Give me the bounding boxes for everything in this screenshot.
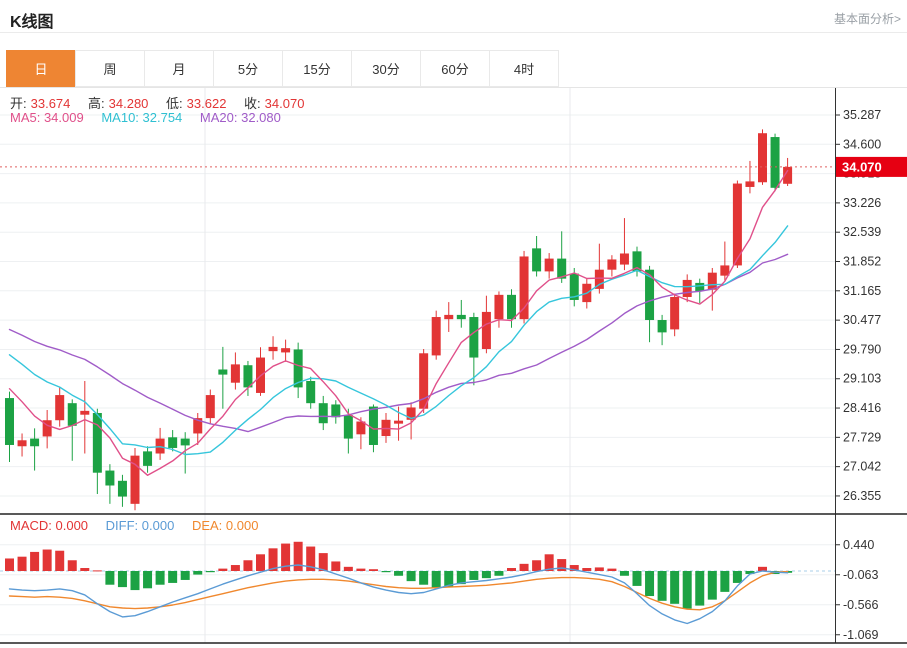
page-header: K线图 基本面分析> [0,0,907,33]
page-title: K线图 [10,14,54,31]
macd-histogram [5,541,793,609]
svg-text:30.477: 30.477 [843,313,881,327]
grid-lines [0,88,835,643]
tab-15min[interactable]: 15分 [282,50,352,87]
ma10-value: MA10: 32.754 [101,110,183,125]
low-label: 低: [166,96,183,111]
svg-text:27.042: 27.042 [843,460,881,474]
svg-text:35.287: 35.287 [843,108,881,122]
svg-text:34.600: 34.600 [843,137,881,151]
svg-text:31.852: 31.852 [843,255,881,269]
current-price-badge: 34.070 [836,156,907,177]
tab-5min[interactable]: 5分 [213,50,283,87]
open-value: 33.674 [30,96,71,111]
svg-text:33.226: 33.226 [843,196,881,210]
tab-4hour[interactable]: 4时 [489,50,559,87]
ma5-value: MA5: 34.009 [10,110,84,125]
diff-line [8,564,789,625]
close-value: 34.070 [264,96,305,111]
open-label: 开: [10,96,27,111]
macd-value: MACD: 0.000 [10,518,89,533]
low-value: 33.622 [186,96,227,111]
diff-value: DIFF: 0.000 [105,518,175,533]
ma-legend: MA5: 34.009 MA10: 32.754 MA20: 32.080 [10,110,285,125]
svg-text:28.416: 28.416 [843,401,881,415]
svg-text:26.355: 26.355 [843,489,881,503]
svg-text:29.790: 29.790 [843,342,881,356]
svg-text:32.539: 32.539 [843,225,881,239]
dea-line [8,570,789,611]
macd-legend: MACD: 0.000 DIFF: 0.000 DEA: 0.000 [10,518,262,533]
svg-text:29.103: 29.103 [843,372,881,386]
dea-value: DEA: 0.000 [191,518,259,533]
high-value: 34.280 [108,96,149,111]
ma5-line [8,169,789,476]
tab-day[interactable]: 日 [6,50,76,87]
svg-text:34.070: 34.070 [842,159,882,174]
period-tab-bar: 日 周 月 5分 15分 30分 60分 4时 [0,50,907,88]
ma10-line [8,225,789,456]
ma20-line [8,253,789,433]
tab-30min[interactable]: 30分 [351,50,421,87]
svg-text:-0.566: -0.566 [843,598,878,612]
ohlc-legend: 开: 33.674 高: 34.280 低: 33.622 收: 34.070 [10,93,308,112]
tab-60min[interactable]: 60分 [420,50,490,87]
high-label: 高: [88,96,105,111]
tab-week[interactable]: 周 [75,50,145,87]
panel-borders [0,513,907,644]
svg-text:-1.069: -1.069 [843,628,878,642]
tab-month[interactable]: 月 [144,50,214,87]
svg-text:-0.063: -0.063 [843,568,878,582]
svg-text:0.440: 0.440 [843,538,874,552]
svg-text:27.729: 27.729 [843,430,881,444]
close-label: 收: [244,96,261,111]
ma20-value: MA20: 32.080 [199,110,281,125]
price-axis: 35.28734.60033.91333.22632.53931.85231.1… [835,88,881,643]
svg-text:31.165: 31.165 [843,284,881,298]
fundamental-analysis-link[interactable]: 基本面分析> [833,12,901,26]
